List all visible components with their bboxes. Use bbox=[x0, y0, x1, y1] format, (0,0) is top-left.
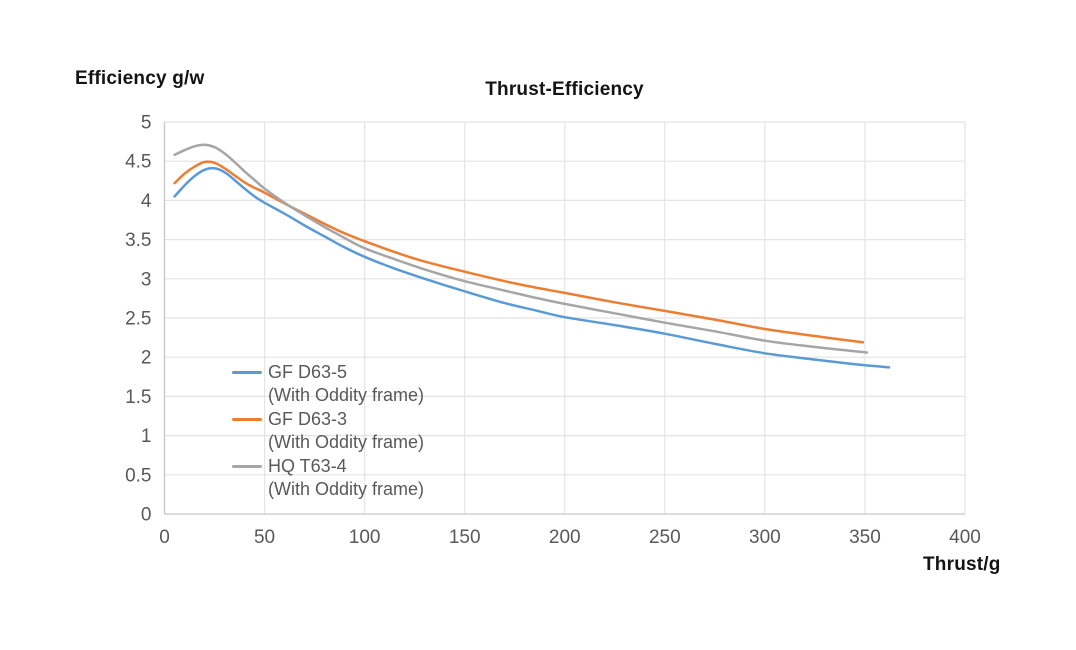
y-tick-label: 5 bbox=[141, 113, 152, 134]
x-axis-title: Thrust/g bbox=[923, 554, 1001, 575]
x-tick-label: 50 bbox=[254, 527, 275, 548]
y-tick-label: 3 bbox=[141, 269, 152, 290]
series-line-hq-t63-4 bbox=[173, 143, 869, 354]
y-axis-title: Efficiency g/w bbox=[75, 68, 205, 89]
legend-sublabel: (With Oddity frame) bbox=[268, 432, 425, 452]
x-tick-label: 150 bbox=[449, 527, 481, 548]
y-tick-label: 3.5 bbox=[125, 230, 151, 251]
y-tick-label: 0.5 bbox=[125, 465, 151, 486]
series-line-swatch-gray bbox=[232, 465, 262, 468]
series-line-swatch-orange bbox=[232, 418, 262, 421]
chart-title: Thrust-Efficiency bbox=[485, 79, 644, 100]
series-line-gf-d63-3 bbox=[173, 160, 865, 344]
legend-item-gf-d63-5: GF D63-5 (With Oddity frame) bbox=[232, 361, 424, 407]
legend-label: GF D63-3 bbox=[268, 409, 348, 429]
x-tick-label: 400 bbox=[949, 527, 981, 548]
y-tick-label: 1.5 bbox=[125, 387, 151, 408]
x-tick-label: 200 bbox=[549, 527, 581, 548]
legend-label: HQ T63-4 bbox=[268, 456, 347, 476]
y-tick-label: 4 bbox=[141, 191, 152, 212]
y-tick-label: 2.5 bbox=[125, 309, 151, 330]
x-tick-label: 0 bbox=[159, 527, 170, 548]
legend-sublabel: (With Oddity frame) bbox=[268, 479, 425, 499]
legend-item-hq-t63-4: HQ T63-4 (With Oddity frame) bbox=[232, 455, 424, 501]
series-line-swatch-blue bbox=[232, 371, 262, 374]
x-tick-label: 250 bbox=[649, 527, 681, 548]
series-line-gf-d63-5 bbox=[173, 166, 891, 369]
x-tick-label: 100 bbox=[349, 527, 381, 548]
legend-item-gf-d63-3: GF D63-3 (With Oddity frame) bbox=[232, 408, 424, 454]
legend: GF D63-5 (With Oddity frame) GF D63-3 (W… bbox=[232, 361, 424, 501]
y-tick-label: 4.5 bbox=[125, 152, 151, 173]
x-tick-label: 350 bbox=[849, 527, 881, 548]
legend-sublabel: (With Oddity frame) bbox=[268, 385, 425, 405]
y-tick-label: 2 bbox=[141, 348, 152, 369]
y-tick-label: 0 bbox=[141, 505, 152, 526]
y-tick-label: 1 bbox=[141, 426, 152, 447]
x-tick-label: 300 bbox=[749, 527, 781, 548]
legend-label: GF D63-5 bbox=[268, 362, 348, 382]
